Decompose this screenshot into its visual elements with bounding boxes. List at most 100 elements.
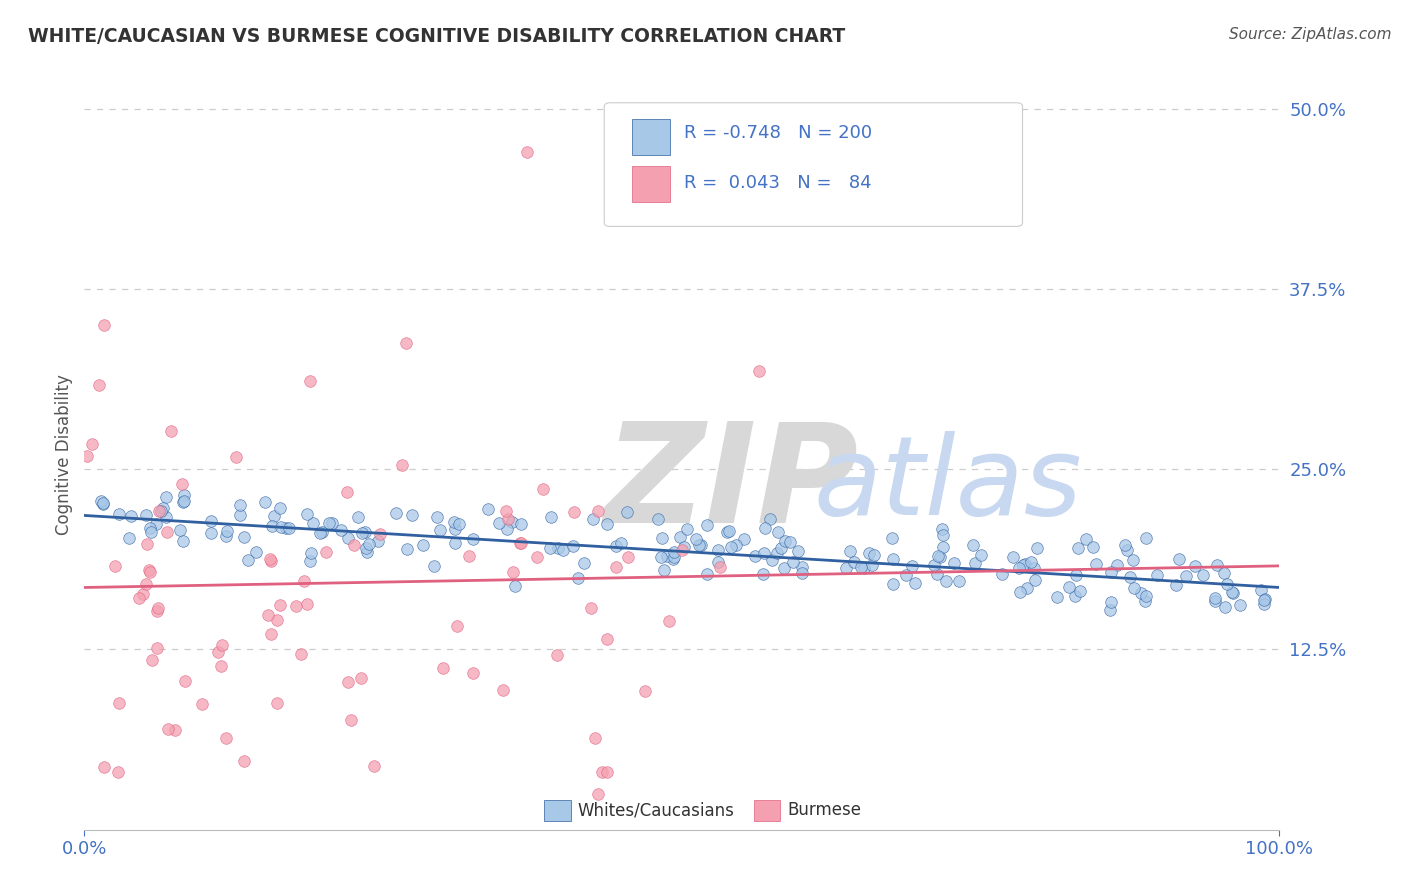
Point	[754, 521, 776, 535]
Point	[295, 507, 318, 521]
Point	[495, 522, 517, 536]
Point	[605, 540, 627, 554]
Point	[432, 661, 454, 675]
Point	[107, 696, 129, 710]
Point	[551, 543, 574, 558]
Text: Whites/Caucasians: Whites/Caucasians	[578, 801, 735, 819]
Point	[707, 555, 730, 569]
Point	[858, 546, 880, 560]
Point	[835, 560, 858, 574]
Point	[155, 490, 177, 504]
Point	[336, 485, 359, 500]
Point	[1010, 585, 1032, 599]
Point	[1099, 595, 1122, 609]
Point	[591, 764, 613, 779]
Point	[152, 500, 174, 515]
Point	[1046, 590, 1069, 604]
Point	[516, 145, 538, 160]
Bar	[631, 167, 671, 202]
Point	[581, 512, 603, 526]
Point	[502, 565, 524, 579]
Point	[257, 607, 280, 622]
Bar	[754, 799, 780, 821]
Point	[709, 560, 731, 574]
Point	[839, 543, 862, 558]
Point	[132, 587, 155, 601]
Point	[1222, 586, 1244, 600]
Point	[526, 550, 548, 565]
Point	[1074, 532, 1097, 546]
Point	[1216, 576, 1239, 591]
Point	[354, 524, 377, 539]
Point	[610, 536, 633, 550]
Point	[662, 549, 685, 564]
Point	[1191, 567, 1213, 582]
Point	[1099, 603, 1122, 617]
Point	[1099, 565, 1122, 579]
Point	[422, 559, 444, 574]
Point	[91, 497, 114, 511]
Point	[1024, 573, 1046, 587]
Point	[1015, 581, 1038, 595]
Point	[136, 537, 159, 551]
Point	[567, 571, 589, 585]
Point	[463, 532, 485, 546]
Text: WHITE/CAUCASIAN VS BURMESE COGNITIVE DISABILITY CORRELATION CHART: WHITE/CAUCASIAN VS BURMESE COGNITIVE DIS…	[28, 27, 845, 45]
Bar	[544, 799, 571, 821]
Point	[853, 561, 876, 575]
Text: ZIP: ZIP	[605, 417, 858, 552]
Point	[1026, 541, 1049, 555]
Point	[148, 504, 170, 518]
Point	[135, 577, 157, 591]
Point	[851, 560, 873, 574]
Point	[269, 599, 291, 613]
Point	[546, 648, 568, 662]
Point	[1164, 578, 1187, 592]
Point	[547, 541, 569, 555]
Point	[1064, 589, 1087, 603]
Point	[651, 532, 673, 546]
Y-axis label: Cognitive Disability: Cognitive Disability	[55, 375, 73, 535]
FancyBboxPatch shape	[605, 103, 1022, 227]
Point	[509, 536, 531, 550]
Point	[302, 516, 325, 530]
Point	[173, 673, 195, 688]
Point	[931, 522, 953, 536]
Point	[138, 563, 160, 577]
Point	[172, 533, 194, 548]
Point	[150, 504, 173, 518]
Point	[1206, 558, 1229, 572]
Point	[616, 549, 638, 564]
Point	[190, 697, 212, 711]
Point	[1204, 594, 1226, 608]
Point	[139, 565, 162, 579]
Point	[1019, 556, 1042, 570]
Point	[354, 541, 377, 555]
Point	[1135, 594, 1157, 608]
Point	[496, 512, 519, 526]
Point	[596, 764, 619, 779]
Point	[1057, 580, 1080, 594]
Point	[76, 449, 98, 463]
Point	[842, 555, 865, 569]
Point	[1008, 561, 1031, 575]
Point	[352, 526, 374, 541]
Point	[236, 553, 259, 567]
Point	[107, 764, 129, 779]
Point	[253, 495, 276, 509]
Point	[962, 538, 984, 552]
Point	[1204, 591, 1226, 605]
Point	[928, 550, 950, 565]
Point	[200, 514, 222, 528]
Point	[1011, 558, 1033, 572]
Point	[765, 546, 787, 560]
Point	[120, 508, 142, 523]
Point	[128, 591, 150, 605]
Point	[229, 499, 252, 513]
Point	[671, 542, 693, 557]
Text: Burmese: Burmese	[787, 801, 860, 819]
Point	[882, 576, 904, 591]
Point	[207, 645, 229, 659]
Point	[1213, 599, 1236, 614]
Point	[299, 546, 322, 560]
